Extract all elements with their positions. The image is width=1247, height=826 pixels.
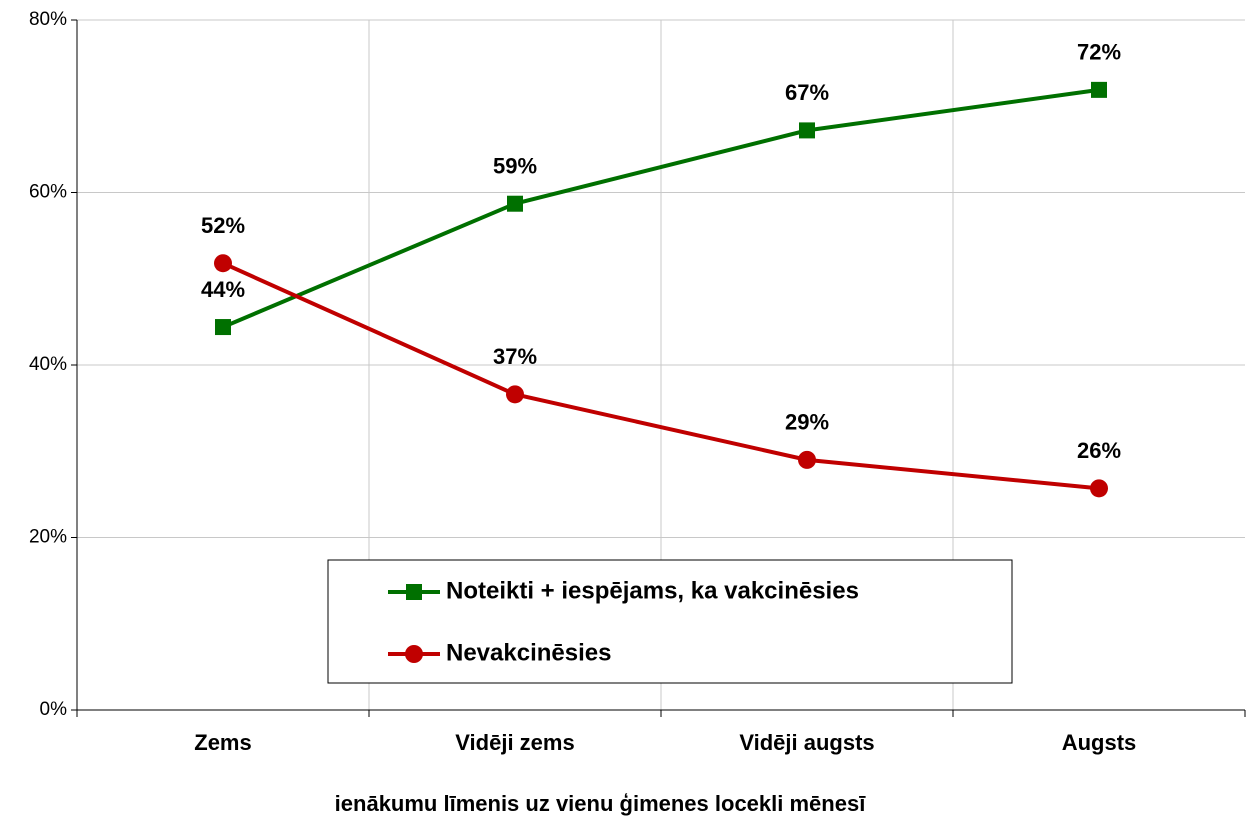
x-tick-label: Zems [194,730,251,755]
data-label: 52% [201,213,245,238]
point [214,254,232,273]
point [507,195,523,212]
x-axis-title: ienākumu līmenis uz vienu ģimenes locekl… [335,791,867,816]
y-tick-label: 60% [29,182,67,203]
x-tick-label: Vidēji zems [455,730,574,755]
y-tick-label: 0% [40,699,68,720]
data-label: 44% [201,277,245,302]
legend-label: Noteikti + iespējams, ka vakcinēsies [446,577,859,604]
data-label: 29% [785,410,829,435]
legend-marker [406,584,422,600]
data-label: 67% [785,80,829,105]
point [506,385,524,404]
legend-box [327,559,1013,684]
point [215,319,231,336]
series-line [222,261,1100,491]
x-tick-label: Augsts [1062,730,1137,755]
y-tick-label: 20% [29,527,67,548]
y-tick-label: 40% [29,354,67,375]
legend-label: Nevakcinēsies [446,639,611,666]
point [1090,479,1108,498]
x-tick-label: Vidēji augsts [739,730,874,755]
data-label: 37% [493,344,537,369]
point [1091,81,1107,98]
data-label: 59% [493,154,537,179]
series-line [222,87,1100,329]
data-label: 72% [1077,40,1121,65]
y-tick-label: 80% [29,9,67,30]
point [798,450,816,469]
legend-marker [405,645,423,663]
data-label: 26% [1077,438,1121,463]
point [799,122,815,139]
